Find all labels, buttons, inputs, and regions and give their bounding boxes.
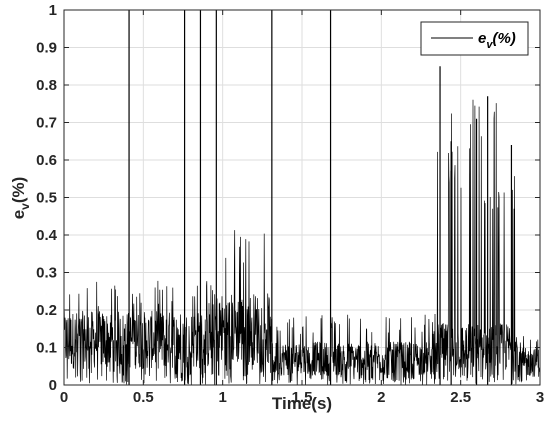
y-tick-label: 0	[49, 377, 57, 394]
y-tick-label: 1	[49, 2, 57, 19]
legend: ev(%)	[420, 21, 529, 56]
y-tick-label: 0.2	[36, 302, 57, 319]
y-tick-label: 0.3	[36, 265, 57, 282]
y-tick-label: 0.5	[36, 190, 57, 207]
y-tick-label: 0.9	[36, 40, 57, 57]
x-tick-label: 2.5	[450, 389, 471, 406]
x-tick-label: 1	[218, 389, 226, 406]
x-axis-label: Time(s)	[272, 394, 332, 413]
x-tick-label: 3	[536, 389, 544, 406]
y-axis-label: ev(%)	[9, 177, 32, 220]
x-tick-label: 2	[377, 389, 385, 406]
y-tick-label: 0.6	[36, 152, 57, 169]
y-tick-label: 0.8	[36, 77, 57, 94]
y-tick-label: 0.1	[36, 340, 57, 357]
series-group	[63, 10, 541, 386]
y-tick-label: 0.4	[36, 227, 58, 244]
series-line	[63, 99, 541, 386]
tick-labels: 0 0.5 1 1.5 2 2.5 3 0 0.1 0.2 0.3 0.4 0.5 0.6 0.7 0.8 0.…	[36, 2, 544, 406]
x-tick-label: 0	[60, 389, 68, 406]
y-tick-label: 0.7	[36, 115, 57, 132]
legend-label: ev(%)	[478, 30, 516, 51]
x-tick-label: 1.5	[292, 389, 313, 406]
axis-ticks	[63, 9, 541, 386]
x-tick-label: 0.5	[133, 389, 154, 406]
